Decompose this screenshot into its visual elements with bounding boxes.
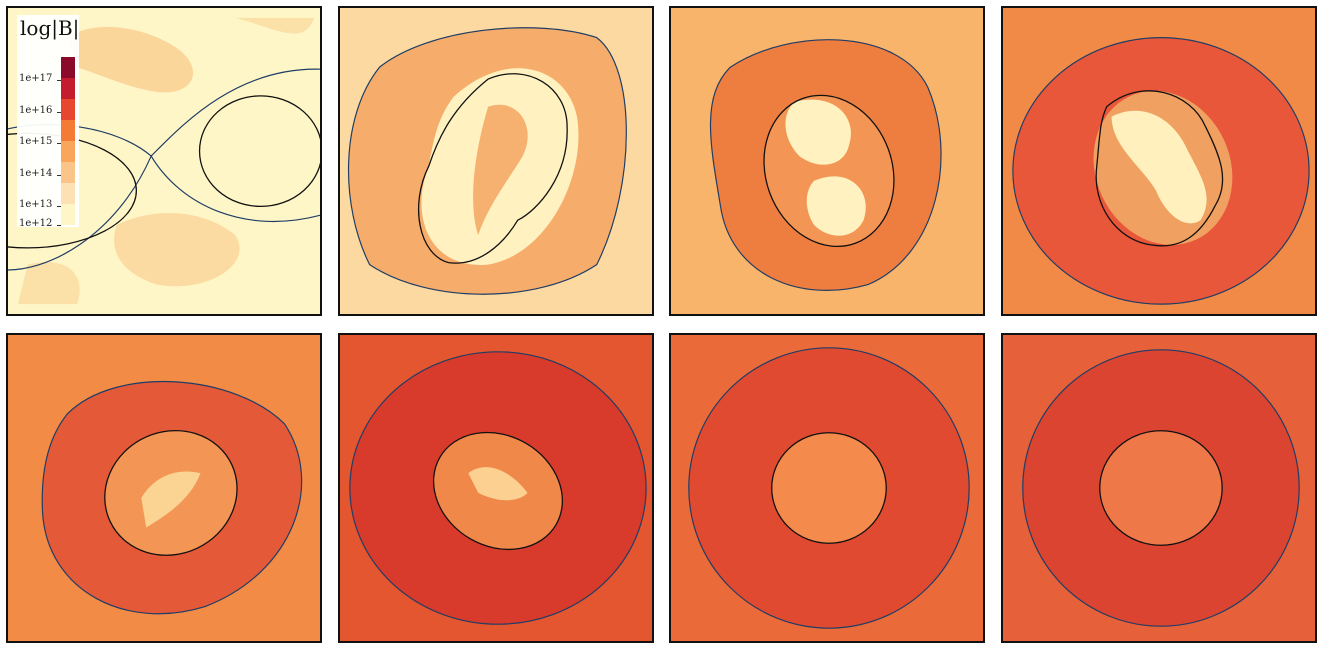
colorbar-tick: 1e+12 xyxy=(19,218,62,229)
colorbar-legend: log|B| 1e+17 1e+16 1e+15 1e+14 1e+13 1e+… xyxy=(17,15,80,229)
simulation-panel-4 xyxy=(1001,6,1317,316)
colorbar-tick: 1e+16 xyxy=(19,105,62,116)
panel-3-field xyxy=(671,8,983,314)
simulation-panel-3 xyxy=(669,6,985,316)
panel-8-field xyxy=(1003,335,1315,641)
simulation-panel-2 xyxy=(338,6,654,316)
simulation-panel-7 xyxy=(669,333,985,643)
colorbar-tick: 1e+14 xyxy=(19,168,62,179)
colorbar-gradient xyxy=(61,57,75,225)
panel-2-field xyxy=(340,8,652,314)
colorbar-tick: 1e+15 xyxy=(19,136,62,147)
panel-5-field xyxy=(8,335,320,641)
panel-7-field xyxy=(671,335,983,641)
panel-4-field xyxy=(1003,8,1315,314)
simulation-panel-1: log|B| 1e+17 1e+16 1e+15 1e+14 1e+13 1e+… xyxy=(6,6,322,316)
simulation-panel-6 xyxy=(338,333,654,643)
colorbar-tick: 1e+17 xyxy=(19,73,62,84)
panel-6-field xyxy=(340,335,652,641)
colorbar-title: log|B| xyxy=(20,16,80,40)
simulation-panel-5 xyxy=(6,333,322,643)
simulation-panel-8 xyxy=(1001,333,1317,643)
colorbar-tick: 1e+13 xyxy=(19,199,62,210)
